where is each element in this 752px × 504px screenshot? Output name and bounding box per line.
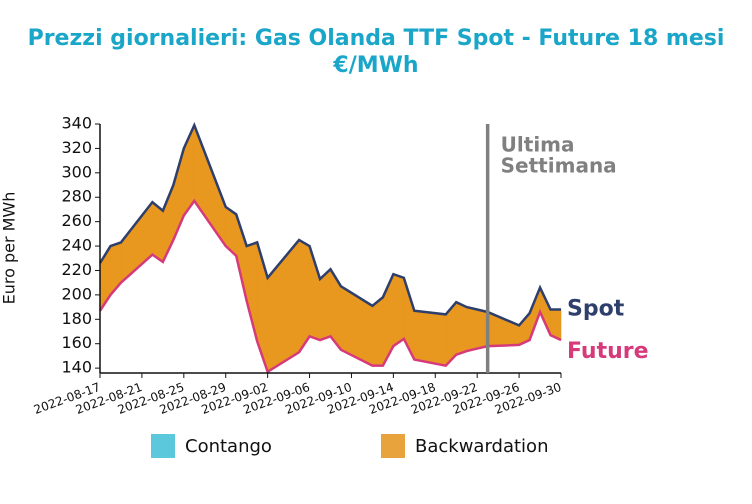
y-tick-label: 140 xyxy=(61,358,92,377)
y-tick-label: 200 xyxy=(61,284,92,303)
spread-area xyxy=(487,311,520,347)
spread-area xyxy=(466,306,478,352)
legend-swatch xyxy=(381,434,405,458)
spread-area xyxy=(340,285,373,367)
y-tick-label: 280 xyxy=(61,187,92,206)
spread-area xyxy=(539,287,551,336)
series-line xyxy=(98,198,562,374)
legend-label: Contango xyxy=(185,436,272,457)
spread-area xyxy=(120,201,153,284)
y-tick-label: 300 xyxy=(61,162,92,181)
y-tick-label: 240 xyxy=(61,236,92,255)
y-tick-label: 320 xyxy=(61,138,92,157)
y-axis-label: Euro per MWh xyxy=(0,192,19,305)
spread-area xyxy=(319,268,331,341)
annotation-text: Settimana xyxy=(501,154,617,178)
y-tick-label: 160 xyxy=(61,333,92,352)
spread-area xyxy=(193,125,227,248)
y-tick-label: 220 xyxy=(61,260,92,279)
spread-area xyxy=(246,241,258,342)
legend-label: Backwardation xyxy=(415,436,548,457)
series-label: Future xyxy=(567,339,649,364)
y-tick-label: 340 xyxy=(61,114,92,133)
y-tick-label: 180 xyxy=(61,309,92,328)
series-label: Spot xyxy=(567,297,625,322)
annotation-text: Ultima xyxy=(501,133,575,157)
chart-title: €/MWh xyxy=(332,53,418,78)
spread-area xyxy=(152,201,164,263)
y-tick-label: 260 xyxy=(61,211,92,230)
chart-title: Prezzi giornalieri: Gas Olanda TTF Spot … xyxy=(28,26,725,51)
spread-area xyxy=(298,239,310,354)
legend-swatch xyxy=(151,434,175,458)
series-line xyxy=(98,121,561,327)
spread-area xyxy=(372,296,384,366)
spread-area xyxy=(414,310,447,367)
spread-area xyxy=(455,301,468,356)
spread-area xyxy=(393,273,405,347)
